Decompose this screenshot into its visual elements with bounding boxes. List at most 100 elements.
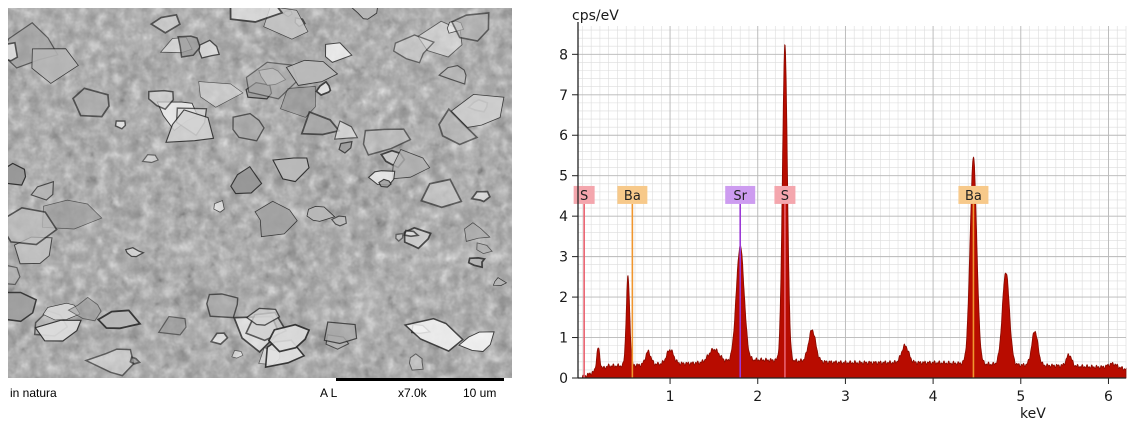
sem-flake — [330, 215, 347, 227]
sem-flake — [470, 190, 491, 203]
element-tag — [725, 185, 756, 204]
spectrum-area-layer — [582, 44, 1127, 379]
element-label: Ba — [965, 189, 982, 204]
element-label: S — [580, 189, 588, 204]
sem-flake — [198, 81, 244, 108]
sem-flake — [8, 291, 38, 323]
sem-detector-label: A L — [320, 386, 338, 400]
sem-flake — [450, 12, 490, 42]
y-tick-label: 3 — [559, 250, 568, 266]
element-tag — [617, 185, 648, 204]
sem-flake — [31, 48, 79, 84]
element-tag — [573, 185, 595, 204]
sem-flake — [467, 257, 487, 269]
y-tick-label: 2 — [559, 290, 568, 306]
sem-micrograph — [8, 8, 512, 378]
sem-scale-bar-label: 10 um — [463, 386, 497, 400]
sem-flake — [8, 41, 19, 62]
sem-flake — [285, 59, 339, 86]
sem-flake — [124, 247, 145, 258]
sem-flake — [338, 140, 353, 154]
eds-spectrum-chart: S Ba Sr S Ba 0 1 2 3 4 5 6 7 8 1 2 3 4 5 6 cps/eV keV — [559, 8, 1127, 422]
sem-flake — [403, 317, 464, 352]
chart-grid — [578, 26, 1127, 379]
sem-flake — [84, 348, 135, 377]
sem-flake — [67, 296, 102, 322]
sem-flake — [30, 180, 54, 201]
sem-flake — [8, 206, 58, 246]
sem-flake — [96, 309, 142, 330]
y-axis-label: cps/eV — [572, 8, 619, 24]
sem-flake — [129, 356, 142, 365]
sem-flake — [209, 332, 229, 346]
x-tick-label: 6 — [1104, 389, 1113, 405]
sem-flake — [300, 110, 341, 136]
sem-flake — [230, 165, 263, 195]
y-tick-label: 6 — [559, 128, 568, 144]
sem-flake — [362, 128, 412, 156]
sem-info-bar: in natura A L x7.0k 10 um — [8, 378, 512, 410]
sem-flake — [42, 302, 81, 321]
sem-flake — [408, 353, 424, 371]
sem-flake — [323, 321, 358, 345]
sem-flake — [229, 8, 284, 23]
sem-flake — [267, 323, 311, 353]
sem-flake — [157, 315, 187, 336]
sem-flake — [213, 200, 225, 213]
sem-flakes — [8, 8, 508, 377]
sem-flake — [71, 87, 110, 118]
sem-flake — [206, 293, 239, 319]
sem-flake — [141, 153, 159, 164]
sem-flake — [458, 331, 495, 352]
sem-flake — [403, 229, 420, 238]
sem-flake — [395, 232, 404, 243]
sem-flake — [34, 319, 82, 342]
element-label: Sr — [733, 189, 747, 204]
element-lines-layer: S Ba Sr S Ba — [573, 185, 989, 378]
sem-flake — [476, 242, 493, 255]
sem-flake — [147, 89, 175, 111]
x-axis-label: keV — [1020, 406, 1046, 422]
sem-micrograph-panel: in natura A L x7.0k 10 um — [8, 8, 512, 410]
sem-flake — [42, 199, 103, 230]
element-label: S — [781, 189, 789, 204]
sem-sample-label: in natura — [10, 386, 57, 400]
sem-flake — [351, 8, 378, 20]
element-tag — [958, 185, 989, 204]
chart-axes — [572, 22, 1126, 384]
y-tick-label: 5 — [559, 169, 568, 185]
sem-flake — [306, 205, 336, 222]
sem-flake — [438, 65, 467, 85]
spectrum-area — [582, 44, 1127, 379]
sem-flake — [438, 107, 479, 146]
sem-flake — [114, 120, 127, 130]
sem-flake — [231, 350, 244, 359]
sem-flake — [324, 42, 353, 63]
x-tick-label: 4 — [929, 389, 938, 405]
y-tick-label: 0 — [559, 371, 568, 387]
element-label: Ba — [624, 189, 641, 204]
sem-flake — [464, 222, 491, 242]
tick-labels: 0 1 2 3 4 5 6 7 8 1 2 3 4 5 6 — [559, 47, 1113, 405]
sem-flake — [492, 277, 508, 286]
sem-info-rule — [336, 378, 504, 381]
y-tick-label: 7 — [559, 88, 568, 104]
sem-flake — [420, 178, 463, 209]
sem-flake — [391, 148, 431, 180]
sem-flake — [198, 39, 221, 59]
x-tick-label: 1 — [666, 389, 675, 405]
x-tick-label: 3 — [841, 389, 850, 405]
x-tick-label: 5 — [1016, 389, 1025, 405]
sem-flake — [8, 162, 27, 186]
sem-flake — [333, 120, 359, 140]
sem-flake — [254, 200, 298, 238]
sem-flake — [245, 307, 281, 326]
sem-flake — [315, 80, 332, 96]
sem-flake — [8, 265, 21, 286]
y-tick-label: 8 — [559, 47, 568, 63]
sem-magnification: x7.0k — [398, 386, 427, 400]
sem-flake — [165, 109, 215, 143]
element-tag — [774, 185, 796, 204]
sem-flake — [280, 86, 316, 118]
y-tick-label: 1 — [559, 331, 568, 347]
